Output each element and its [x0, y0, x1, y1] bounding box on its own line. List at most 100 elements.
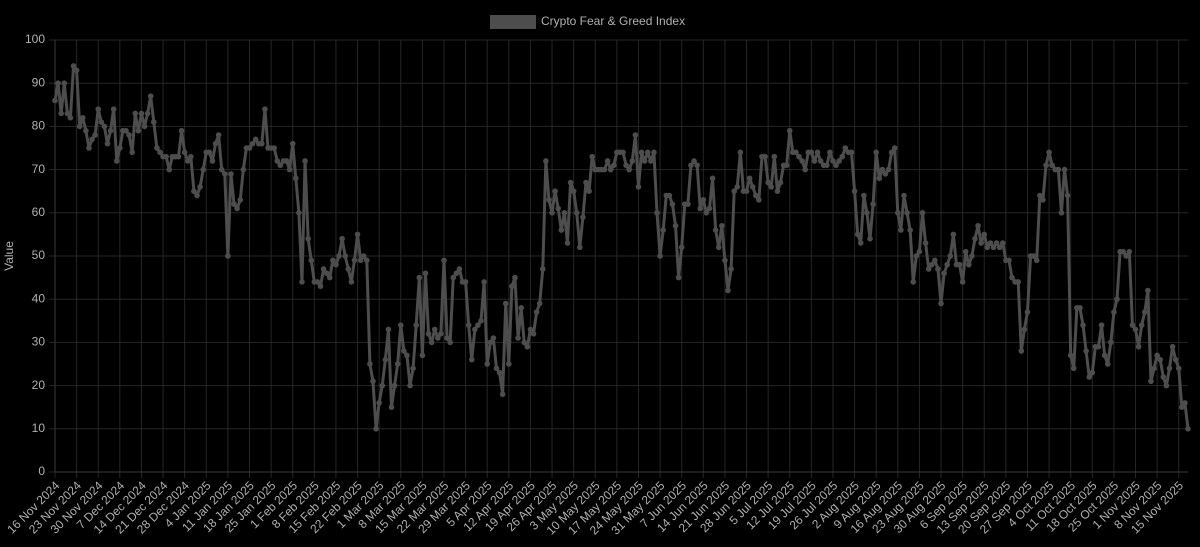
- point: [938, 300, 944, 307]
- point: [1138, 322, 1145, 328]
- point: [601, 166, 608, 173]
- point: [154, 145, 160, 151]
- point: [589, 153, 595, 160]
- point: [1040, 197, 1046, 203]
- point: [333, 261, 339, 268]
- y-tick-label: 100: [25, 32, 45, 46]
- point: [104, 140, 111, 147]
- point: [685, 201, 691, 207]
- point: [484, 361, 491, 367]
- point: [1037, 192, 1043, 199]
- point: [431, 326, 438, 333]
- point: [604, 158, 611, 164]
- point: [296, 210, 302, 216]
- point: [481, 279, 487, 285]
- point: [209, 158, 216, 164]
- point: [879, 166, 886, 173]
- point: [623, 162, 629, 169]
- point: [428, 339, 435, 346]
- point: [907, 227, 913, 233]
- point: [895, 210, 901, 216]
- point: [527, 326, 534, 333]
- line: [53, 64, 1190, 431]
- point: [468, 356, 475, 363]
- point: [648, 158, 654, 164]
- point: [691, 158, 697, 164]
- point: [86, 145, 92, 151]
- point: [512, 274, 518, 281]
- y-tick-label: 90: [32, 75, 46, 89]
- point: [530, 330, 537, 337]
- point: [475, 322, 481, 328]
- point: [73, 67, 80, 74]
- point: [144, 110, 151, 117]
- point: [1169, 343, 1176, 350]
- point: [1160, 374, 1167, 380]
- point: [83, 127, 89, 134]
- point: [888, 149, 895, 156]
- point: [978, 240, 984, 246]
- point: [502, 300, 509, 307]
- point: [632, 132, 639, 138]
- point: [657, 253, 663, 259]
- point: [981, 231, 988, 238]
- point: [607, 166, 614, 173]
- point: [515, 335, 521, 341]
- point: [240, 166, 247, 173]
- point: [839, 153, 846, 160]
- point: [857, 240, 864, 246]
- point: [1129, 322, 1136, 328]
- point: [1006, 257, 1012, 264]
- point: [293, 175, 299, 182]
- point: [150, 119, 157, 125]
- point: [928, 261, 935, 268]
- point: [697, 205, 704, 212]
- point: [259, 140, 265, 147]
- point: [996, 244, 1003, 251]
- point: [703, 210, 710, 216]
- point: [444, 335, 450, 341]
- point: [1067, 352, 1074, 359]
- point: [52, 97, 58, 104]
- point: [1166, 365, 1173, 372]
- legend-label: Crypto Fear & Greed Index: [541, 14, 685, 28]
- point: [765, 179, 771, 186]
- point: [731, 188, 737, 194]
- point: [1154, 352, 1160, 359]
- point: [870, 201, 876, 207]
- point: [493, 365, 500, 372]
- point: [357, 257, 364, 264]
- point: [533, 309, 540, 315]
- point: [422, 270, 429, 277]
- point: [1111, 309, 1117, 315]
- point: [817, 158, 824, 164]
- point: [1083, 348, 1089, 354]
- point: [972, 235, 978, 242]
- point: [1157, 356, 1164, 363]
- point: [1148, 378, 1154, 385]
- point: [808, 149, 815, 156]
- point: [286, 166, 293, 173]
- point: [558, 227, 565, 233]
- point: [1126, 248, 1133, 255]
- point: [577, 244, 583, 251]
- y-tick-label: 30: [32, 335, 46, 349]
- point: [345, 266, 352, 272]
- point: [178, 127, 185, 134]
- point: [932, 257, 938, 264]
- point: [299, 279, 305, 285]
- point: [678, 244, 685, 251]
- point: [1046, 149, 1052, 156]
- point: [79, 114, 86, 121]
- point: [397, 322, 404, 328]
- point: [496, 369, 503, 376]
- point: [388, 404, 395, 411]
- point: [487, 339, 494, 346]
- point: [1101, 352, 1108, 359]
- point: [305, 235, 311, 242]
- point: [76, 123, 83, 130]
- point: [218, 166, 225, 173]
- point: [969, 253, 975, 259]
- point: [407, 382, 413, 389]
